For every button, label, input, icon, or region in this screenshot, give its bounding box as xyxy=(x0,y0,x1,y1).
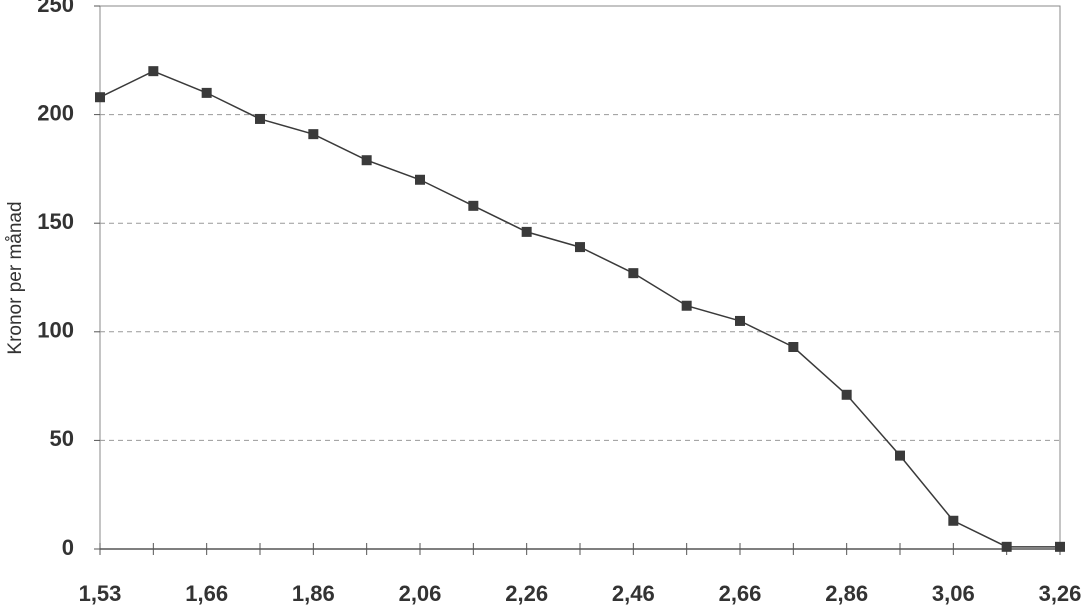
y-tick-label: 200 xyxy=(37,100,74,125)
marker xyxy=(1001,541,1012,552)
marker xyxy=(255,113,265,124)
marker xyxy=(95,92,105,103)
marker xyxy=(468,200,479,211)
x-tick-label: 1,66 xyxy=(185,581,228,606)
x-tick-label: 2,06 xyxy=(399,581,442,606)
marker xyxy=(308,129,319,140)
marker xyxy=(895,450,905,461)
marker xyxy=(788,342,799,353)
marker xyxy=(201,87,212,98)
marker xyxy=(148,66,159,77)
marker xyxy=(628,268,639,279)
marker xyxy=(681,300,692,311)
x-tick-label: 2,66 xyxy=(719,581,762,606)
x-tick-label: 2,26 xyxy=(505,581,548,606)
y-tick-label: 0 xyxy=(62,535,74,560)
marker xyxy=(415,174,425,185)
y-axis-label: Kronor per månad xyxy=(5,201,26,354)
line xyxy=(99,70,1060,548)
y-tick-label: 150 xyxy=(37,209,74,234)
marker xyxy=(1055,541,1065,552)
y-tick-label: 50 xyxy=(50,426,74,451)
plot-frame xyxy=(99,5,1061,550)
y-tick-label: 100 xyxy=(37,318,74,343)
marker xyxy=(575,242,585,253)
marker xyxy=(361,155,372,166)
x-tick-label: 2,86 xyxy=(825,581,868,606)
marker xyxy=(841,389,852,400)
x-tick-label: 3,06 xyxy=(932,581,975,606)
x-tick-label: 1,53 xyxy=(79,581,122,606)
marker xyxy=(735,315,745,326)
marker xyxy=(948,515,959,526)
y-tick-label: 250 xyxy=(37,0,74,17)
x-tick-label: 2,46 xyxy=(612,581,655,606)
marker xyxy=(521,226,532,237)
x-tick-label: 3,26 xyxy=(1039,581,1082,606)
x-tick-label: 1,86 xyxy=(292,581,335,606)
